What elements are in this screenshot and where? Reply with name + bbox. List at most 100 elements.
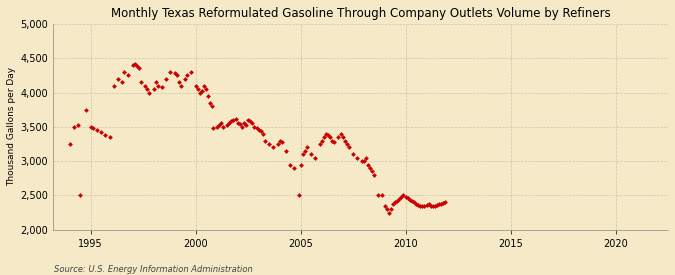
Point [249, 125, 260, 129]
Point [113, 77, 124, 81]
Point [81, 108, 92, 112]
Point [202, 94, 213, 98]
Point [356, 159, 367, 163]
Point [402, 196, 413, 200]
Point [198, 83, 209, 88]
Point [438, 201, 449, 205]
Point [205, 101, 216, 105]
Point [264, 142, 275, 146]
Point [96, 130, 107, 134]
Point [130, 62, 140, 66]
Point [257, 131, 268, 136]
Point [327, 138, 338, 143]
Point [123, 73, 134, 78]
Point [148, 87, 159, 91]
Point [190, 83, 201, 88]
Point [394, 197, 405, 201]
Point [109, 83, 119, 88]
Point [413, 203, 424, 207]
Point [429, 204, 440, 208]
Point [253, 127, 264, 132]
Point [226, 119, 237, 123]
Point [379, 204, 390, 208]
Y-axis label: Thousand Gallons per Day: Thousand Gallons per Day [7, 67, 16, 186]
Point [151, 80, 161, 84]
Point [169, 71, 180, 76]
Point [192, 87, 203, 91]
Point [117, 80, 128, 84]
Point [215, 121, 226, 126]
Point [207, 104, 218, 108]
Point [319, 135, 329, 139]
Point [364, 166, 375, 170]
Point [276, 140, 287, 144]
Point [335, 131, 346, 136]
Point [417, 204, 428, 209]
Point [132, 64, 142, 69]
Point [314, 142, 325, 146]
Point [400, 195, 411, 199]
Point [367, 169, 377, 174]
Point [255, 129, 266, 133]
Point [415, 204, 426, 208]
Point [176, 83, 186, 88]
Point [297, 152, 308, 156]
Point [423, 202, 434, 207]
Point [436, 202, 447, 206]
Point [381, 207, 392, 211]
Text: Source: U.S. Energy Information Administration: Source: U.S. Energy Information Administ… [54, 265, 252, 274]
Point [232, 120, 243, 125]
Point [243, 118, 254, 122]
Point [87, 126, 98, 130]
Point [228, 118, 239, 122]
Point [217, 125, 228, 129]
Point [171, 73, 182, 77]
Point [268, 145, 279, 150]
Point [396, 195, 407, 199]
Point [85, 125, 96, 129]
Point [230, 116, 241, 121]
Point [140, 83, 151, 88]
Point [224, 121, 235, 126]
Point [344, 145, 354, 150]
Point [100, 133, 111, 137]
Point [358, 159, 369, 163]
Point [310, 156, 321, 160]
Point [302, 145, 313, 150]
Point [338, 135, 348, 139]
Point [194, 90, 205, 95]
Point [200, 87, 211, 91]
Title: Monthly Texas Reformulated Gasoline Through Company Outlets Volume by Refiners: Monthly Texas Reformulated Gasoline Thro… [111, 7, 610, 20]
Point [300, 149, 310, 153]
Point [432, 203, 443, 207]
Point [333, 135, 344, 139]
Point [92, 128, 103, 133]
Point [425, 204, 436, 208]
Point [238, 121, 249, 126]
Point [342, 142, 352, 146]
Point [144, 90, 155, 95]
Point [421, 203, 432, 207]
Point [434, 202, 445, 207]
Point [383, 210, 394, 215]
Point [196, 89, 207, 93]
Point [213, 123, 224, 128]
Point [157, 85, 167, 89]
Point [245, 119, 256, 123]
Point [293, 193, 304, 198]
Point [306, 152, 317, 156]
Point [352, 156, 362, 160]
Point [272, 142, 283, 146]
Point [387, 202, 398, 206]
Point [127, 63, 138, 67]
Point [64, 142, 75, 146]
Point [136, 80, 146, 84]
Point [281, 149, 292, 153]
Point [348, 152, 358, 156]
Point [385, 207, 396, 211]
Point [408, 200, 419, 205]
Point [410, 202, 421, 206]
Point [373, 193, 383, 198]
Point [134, 66, 144, 71]
Point [377, 193, 388, 198]
